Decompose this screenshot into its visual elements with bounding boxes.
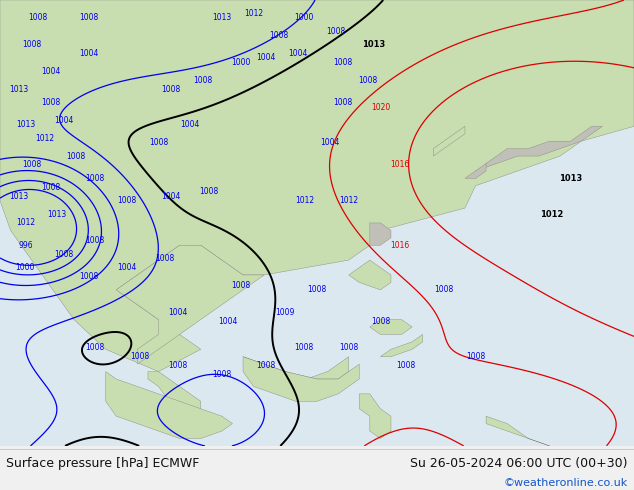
Text: 1008: 1008 bbox=[22, 161, 41, 170]
Text: 1016: 1016 bbox=[390, 161, 409, 170]
Polygon shape bbox=[243, 357, 349, 379]
Polygon shape bbox=[148, 371, 201, 423]
Text: 1013: 1013 bbox=[48, 210, 67, 219]
Text: 1008: 1008 bbox=[269, 31, 288, 40]
Polygon shape bbox=[433, 126, 465, 156]
Text: 1008: 1008 bbox=[212, 370, 231, 379]
Text: 1008: 1008 bbox=[86, 236, 105, 245]
Text: 1004: 1004 bbox=[162, 192, 181, 201]
Text: 1013: 1013 bbox=[559, 174, 582, 183]
Text: 1008: 1008 bbox=[117, 196, 136, 205]
Polygon shape bbox=[243, 357, 359, 401]
Text: 1008: 1008 bbox=[466, 352, 485, 361]
Polygon shape bbox=[116, 245, 264, 364]
Polygon shape bbox=[465, 164, 486, 178]
Text: 1008: 1008 bbox=[155, 254, 174, 263]
Text: 1012: 1012 bbox=[339, 196, 358, 205]
Text: 1000: 1000 bbox=[16, 263, 35, 272]
Text: 1008: 1008 bbox=[22, 40, 41, 49]
Text: 1008: 1008 bbox=[396, 361, 415, 370]
Text: 1008: 1008 bbox=[327, 27, 346, 36]
Polygon shape bbox=[359, 394, 391, 439]
Text: 1004: 1004 bbox=[168, 308, 187, 317]
Polygon shape bbox=[486, 416, 560, 453]
Text: 1008: 1008 bbox=[86, 343, 105, 352]
Text: 1008: 1008 bbox=[130, 352, 149, 361]
Text: 1008: 1008 bbox=[162, 85, 181, 94]
Polygon shape bbox=[349, 260, 391, 290]
Text: 1008: 1008 bbox=[79, 272, 98, 281]
Text: 1004: 1004 bbox=[288, 49, 307, 58]
Text: 1004: 1004 bbox=[41, 67, 60, 76]
Text: 1012: 1012 bbox=[295, 196, 314, 205]
Text: 1016: 1016 bbox=[390, 241, 409, 250]
Text: 1013: 1013 bbox=[212, 13, 231, 23]
Text: 1013: 1013 bbox=[10, 85, 29, 94]
Text: 1004: 1004 bbox=[117, 263, 136, 272]
Text: 1008: 1008 bbox=[54, 250, 73, 259]
Text: 1008: 1008 bbox=[41, 98, 60, 107]
Text: 1008: 1008 bbox=[339, 343, 358, 352]
Text: 1012: 1012 bbox=[35, 134, 54, 143]
Text: 1008: 1008 bbox=[200, 187, 219, 196]
Text: 1008: 1008 bbox=[67, 151, 86, 161]
Text: 1008: 1008 bbox=[358, 76, 377, 85]
Text: 1008: 1008 bbox=[79, 13, 98, 23]
Text: 1008: 1008 bbox=[333, 58, 352, 67]
Text: 1013: 1013 bbox=[363, 40, 385, 49]
Text: 1004: 1004 bbox=[79, 49, 98, 58]
Text: 1012: 1012 bbox=[16, 219, 35, 227]
Text: 1008: 1008 bbox=[231, 281, 250, 290]
Polygon shape bbox=[370, 319, 412, 334]
Text: 1000: 1000 bbox=[231, 58, 250, 67]
Text: Su 26-05-2024 06:00 UTC (00+30): Su 26-05-2024 06:00 UTC (00+30) bbox=[410, 457, 628, 470]
Text: 1012: 1012 bbox=[540, 210, 563, 219]
Polygon shape bbox=[370, 223, 391, 245]
Text: 1004: 1004 bbox=[181, 121, 200, 129]
Text: 1009: 1009 bbox=[276, 308, 295, 317]
Text: 1008: 1008 bbox=[333, 98, 352, 107]
Text: 996: 996 bbox=[18, 241, 33, 250]
Polygon shape bbox=[106, 371, 233, 439]
Text: 1008: 1008 bbox=[168, 361, 187, 370]
Text: 1004: 1004 bbox=[219, 317, 238, 325]
Text: 1004: 1004 bbox=[257, 53, 276, 62]
Text: 1008: 1008 bbox=[29, 13, 48, 23]
Text: 1004: 1004 bbox=[320, 138, 339, 147]
Text: 1008: 1008 bbox=[86, 174, 105, 183]
Polygon shape bbox=[211, 453, 328, 476]
Text: 1013: 1013 bbox=[10, 192, 29, 201]
Polygon shape bbox=[0, 0, 634, 371]
Text: ©weatheronline.co.uk: ©weatheronline.co.uk bbox=[503, 478, 628, 489]
Text: 1008: 1008 bbox=[307, 285, 327, 294]
Text: 1008: 1008 bbox=[41, 183, 60, 192]
Text: 1008: 1008 bbox=[295, 343, 314, 352]
Text: 1012: 1012 bbox=[244, 9, 263, 18]
Polygon shape bbox=[476, 126, 602, 178]
Text: 1008: 1008 bbox=[149, 138, 168, 147]
Text: 1008: 1008 bbox=[257, 361, 276, 370]
Text: Surface pressure [hPa] ECMWF: Surface pressure [hPa] ECMWF bbox=[6, 457, 200, 470]
Text: 1020: 1020 bbox=[371, 102, 390, 112]
Text: 1000: 1000 bbox=[295, 13, 314, 23]
Polygon shape bbox=[380, 334, 423, 357]
Text: 1013: 1013 bbox=[16, 121, 35, 129]
Text: 1008: 1008 bbox=[371, 317, 390, 325]
Text: 1004: 1004 bbox=[54, 116, 73, 125]
Text: 1008: 1008 bbox=[193, 76, 212, 85]
Text: 1008: 1008 bbox=[434, 285, 453, 294]
